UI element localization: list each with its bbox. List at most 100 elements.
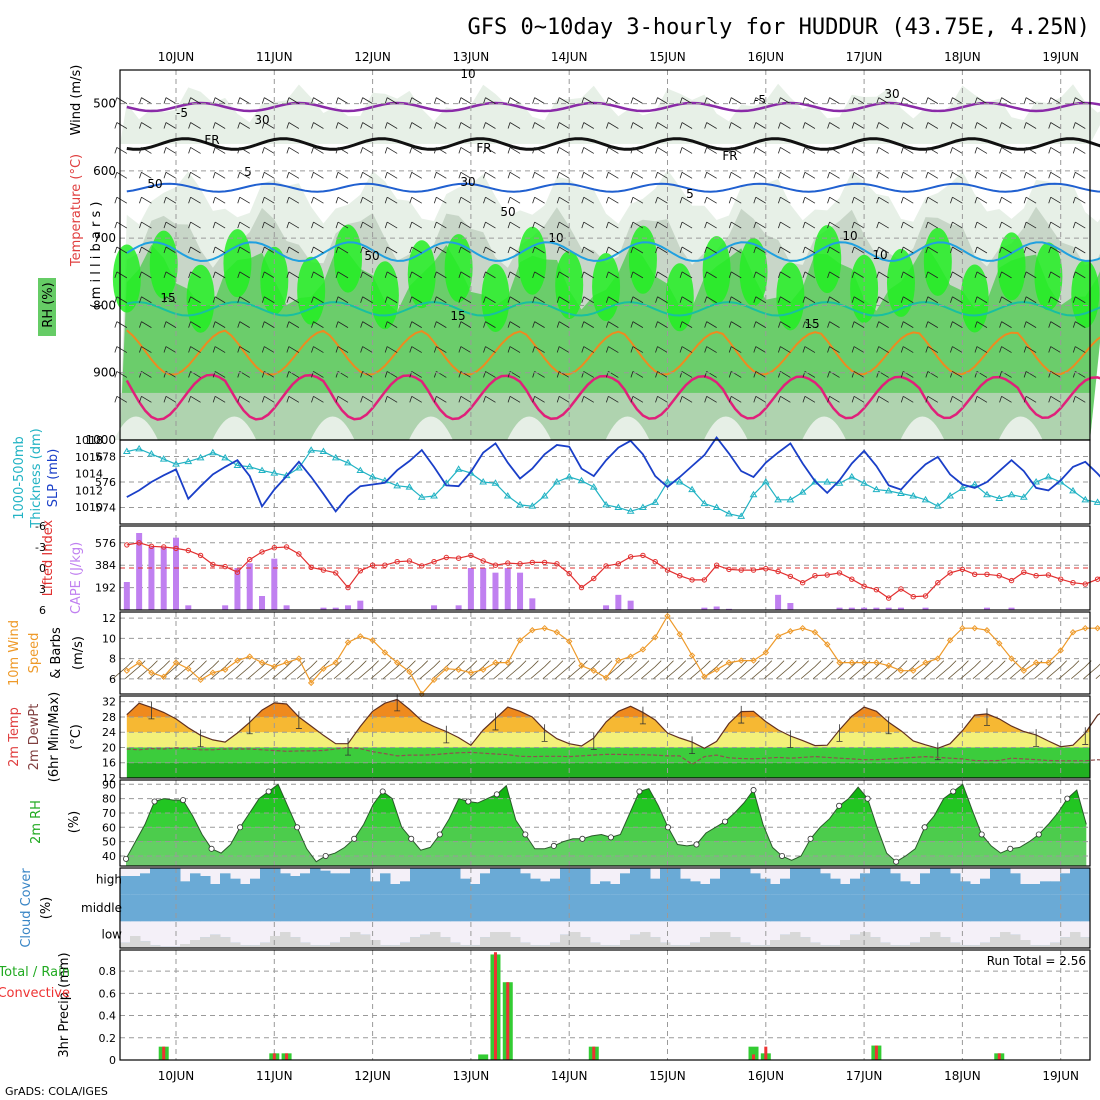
temperature-band [126, 732, 1090, 748]
thickness-point [602, 500, 610, 508]
cloud-low-gray [700, 937, 711, 948]
cloud-low-gray [330, 942, 341, 948]
cloud-low-gray [890, 945, 901, 948]
lifted-index-point [836, 570, 843, 576]
thickness-point [331, 453, 340, 461]
thickness-point [565, 472, 574, 480]
cloud-bar-middle [400, 894, 411, 922]
wind-speed-point [492, 659, 499, 666]
thickness-point [430, 492, 438, 499]
wind-barb [360, 271, 373, 279]
surface-wind-barb [370, 660, 392, 679]
lifted-index-point [849, 576, 855, 582]
surface-wind-barb [739, 660, 760, 679]
lifted-index-point [861, 583, 867, 589]
wind-barb [188, 147, 201, 154]
precip-convective-bar [752, 1054, 756, 1060]
wind-barb [261, 321, 275, 328]
temp-min-max-bar [148, 701, 155, 720]
rh-point [779, 852, 786, 859]
cloud-low-gray [800, 937, 811, 948]
cloud-bar-high [880, 868, 891, 895]
cloud-bar-middle [700, 894, 711, 922]
cloud-bar-middle [1070, 894, 1081, 922]
rh-high-blob [334, 224, 363, 293]
wind-barb [1023, 321, 1037, 328]
cape-bar [787, 603, 794, 610]
lifted-index-label: Lifted Index [41, 519, 56, 596]
wind-barb [1023, 271, 1037, 279]
wind-barb [827, 171, 840, 179]
wind-barb [139, 321, 152, 328]
cloud-low-gray [1000, 932, 1011, 948]
cloud-low-gray [340, 937, 351, 948]
thickness-point [454, 465, 463, 472]
wind-barbs-label: & Barbs [49, 627, 64, 679]
wind-barb [360, 196, 373, 204]
wind-speed-point [479, 666, 487, 673]
wind-barb [802, 97, 816, 104]
wind-barb [605, 147, 619, 154]
cloud-bar-middle [490, 894, 501, 922]
thickness-point [737, 512, 746, 519]
cape-bar [467, 568, 474, 610]
wind-barb [433, 171, 447, 179]
temperature-contour [126, 182, 1100, 193]
cloud-bar-middle [1040, 894, 1051, 922]
precip-convective-bar [997, 1053, 1001, 1060]
cloud-bar-middle [560, 894, 571, 922]
wind-barb [409, 395, 422, 403]
rh-point [750, 787, 757, 794]
cloud-low-gray [350, 932, 361, 948]
wind-barb [851, 196, 865, 204]
cloud-bar-high [850, 878, 861, 895]
temp-unit-label: (°C) [69, 724, 84, 750]
cape-bar [136, 533, 143, 610]
thickness-line [126, 448, 1100, 518]
cloud-bar-high [400, 881, 411, 895]
wind-barb [851, 246, 865, 254]
rh-shading-layer [120, 83, 1100, 144]
wind-barb [704, 246, 717, 254]
thickness-point [823, 478, 832, 485]
rh-high-blob [813, 225, 842, 294]
wind-barb [163, 395, 177, 403]
surface-wind-barb [985, 660, 1006, 679]
cloud-low-gray [450, 942, 461, 948]
wind-speed-point [565, 638, 573, 645]
wind-barb [802, 196, 816, 204]
wind-barb [212, 346, 226, 353]
cloud-bar-high [730, 868, 741, 895]
wind-barb [827, 122, 840, 129]
wind-barb [114, 196, 128, 204]
wind-barb [1072, 321, 1086, 328]
surface-wind-barbs [112, 660, 1100, 679]
wind-barb [532, 97, 545, 104]
wind-barb [679, 395, 693, 403]
rh-point [1007, 845, 1014, 852]
rh-point [550, 842, 557, 849]
wind-barb [851, 97, 865, 104]
wind-barb [139, 271, 152, 279]
wind-barb [974, 246, 988, 254]
wind-barb [999, 221, 1012, 229]
thickness-point [503, 492, 512, 499]
cloud-bar-middle [470, 894, 481, 922]
day-label-bottom: 18JUN [944, 1069, 981, 1083]
wind-speed-point [934, 655, 942, 662]
rh-tick: 40 [102, 850, 116, 863]
wind-barb [458, 346, 472, 353]
wind-barb [827, 321, 840, 328]
cape-bar [615, 594, 622, 610]
wind-barb [458, 395, 472, 403]
cloud-bar-high [1070, 868, 1081, 895]
temp-min-max-bar [639, 706, 646, 725]
day-label-top: 18JUN [944, 50, 981, 64]
wind-speed-tick: 10 [102, 632, 116, 645]
wind-barb [605, 97, 619, 104]
wind-speed-tick: 8 [109, 653, 116, 666]
wind-barb [679, 221, 693, 229]
wind-speed-point [467, 669, 475, 676]
cloud-bar-middle [180, 894, 191, 922]
cloud-bar-middle [370, 894, 381, 922]
